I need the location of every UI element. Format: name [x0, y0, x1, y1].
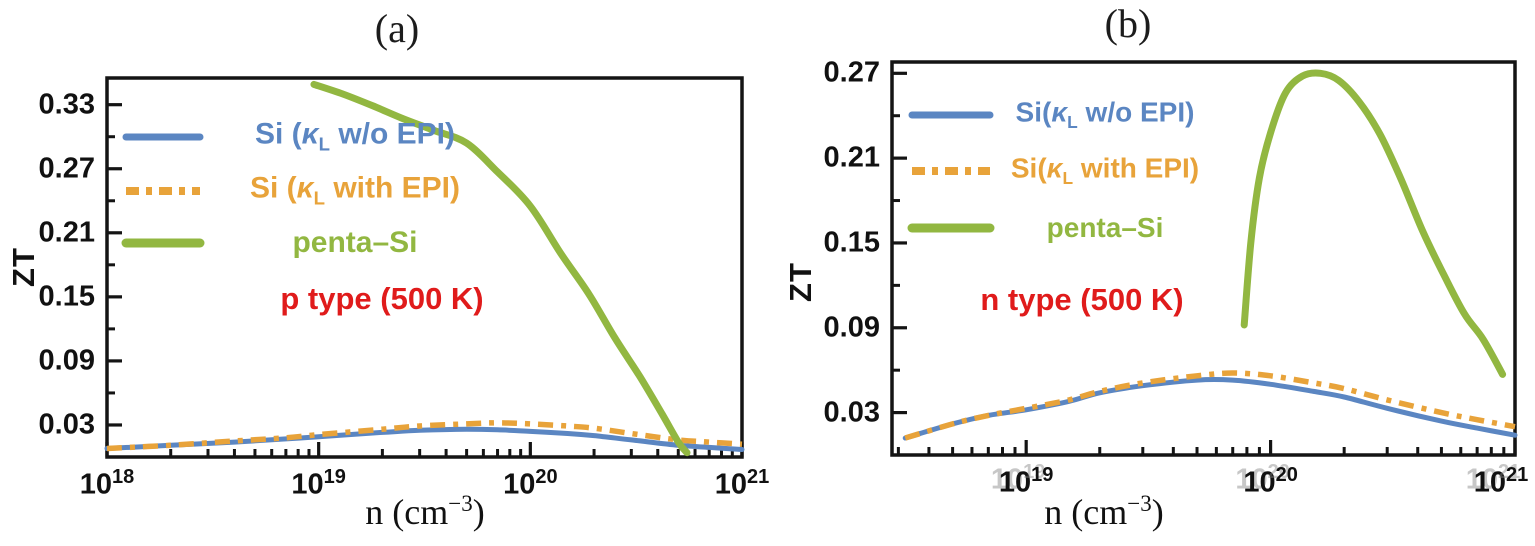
xlabel-exponent: −3 — [1127, 491, 1152, 516]
y-tick-label: 0.03 — [38, 408, 95, 441]
xlabel-text: ) — [1151, 492, 1164, 532]
panel-b-x-axis-label: n (cm−3) — [1044, 492, 1163, 530]
legend-label-segment: L — [313, 187, 325, 209]
y-tick-label: 0.27 — [823, 56, 880, 89]
y-tick-label: 0.09 — [38, 344, 95, 377]
legend-label-segment: Si( — [1015, 96, 1052, 128]
legend-label-si-kl-wo-epi: Si(κL w/o EPI) — [988, 96, 1222, 133]
y-tick-label: 0.15 — [823, 226, 880, 259]
series-curve-si-kl-with-epi-panel-a — [106, 420, 743, 452]
xlabel-text: n (cm — [365, 492, 449, 532]
series-curve-penta-si-panel-b — [1240, 69, 1507, 378]
legend-label-segment: L — [1067, 112, 1078, 133]
legend-label-segment: κ — [1046, 152, 1063, 184]
panel-b-title: (b) — [1104, 1, 1152, 46]
series-curve-si-kl-with-epi-panel-b — [904, 370, 1516, 441]
legend-label-segment: penta–Si — [292, 226, 418, 259]
y-tick-label: 0.21 — [823, 141, 880, 174]
legend-label-segment: κ — [296, 171, 314, 205]
x-tick-label: 1020 — [1243, 464, 1298, 499]
legend-label-segment: w/o EPI) — [1077, 96, 1195, 128]
panel-a-annotation: p type (500 K) — [280, 281, 484, 316]
legend-label-si-kl-wo-epi: Si (κL w/o EPI) — [205, 117, 505, 155]
legend-label-segment: with EPI) — [1073, 152, 1200, 184]
legend-label-segment: with EPI) — [325, 171, 460, 205]
legend-label-segment: Si ( — [254, 117, 302, 151]
panel-b-frame — [890, 60, 1517, 457]
series-curve-si-kl-wo-epi-panel-b — [902, 376, 1518, 441]
legend-label-segment: L — [318, 133, 330, 155]
panel-b-annotation: n type (500 K) — [980, 282, 1184, 317]
xlabel-text: ) — [472, 492, 485, 532]
y-tick-label: 0.03 — [823, 396, 880, 429]
legend-label-segment: L — [1062, 168, 1074, 189]
y-tick-label: 0.21 — [38, 216, 95, 249]
legend-label-segment: w/o EPI) — [330, 117, 456, 151]
panel-a-title: (a) — [374, 6, 420, 51]
legend-label-penta-si: penta–Si — [988, 214, 1222, 242]
y-tick-label: 0.09 — [823, 311, 880, 344]
x-tick-label: 1019 — [998, 464, 1054, 499]
series-curve-penta-si-panel-a — [310, 80, 691, 457]
series-curve-si-kl-wo-epi-panel-a — [104, 426, 745, 452]
x-tick-label: 1021 — [1473, 464, 1529, 499]
x-tick-label: 1019 — [291, 466, 346, 501]
xlabel-text: n (cm — [1044, 492, 1128, 532]
x-tick-label: 1018 — [79, 466, 135, 501]
legend-label-si-kl-with-epi: Si (κL with EPI) — [205, 171, 505, 209]
y-tick-label: 0.27 — [38, 152, 95, 185]
xlabel-exponent: −3 — [448, 491, 473, 516]
panel-a-y-axis-label: ZT — [6, 247, 41, 287]
legend-label-segment: κ — [301, 117, 319, 151]
legend-label-segment: Si ( — [249, 171, 297, 205]
legend-label-penta-si: penta–Si — [205, 228, 505, 258]
x-tick-label: 1020 — [503, 466, 558, 501]
y-tick-label: 0.15 — [38, 280, 95, 313]
legend-label-segment: penta–Si — [1046, 212, 1164, 243]
panel-a-frame — [105, 76, 744, 459]
legend-label-segment: Si( — [1010, 152, 1047, 184]
legend-label-segment: κ — [1051, 96, 1068, 128]
x-tick-label: 1021 — [714, 466, 770, 501]
legend-label-si-kl-with-epi: Si(κL with EPI) — [988, 152, 1222, 189]
panel-b-y-axis-label: ZT — [783, 262, 818, 302]
panel-a-x-axis-label: n (cm−3) — [365, 492, 484, 530]
y-tick-label: 0.33 — [38, 88, 95, 121]
